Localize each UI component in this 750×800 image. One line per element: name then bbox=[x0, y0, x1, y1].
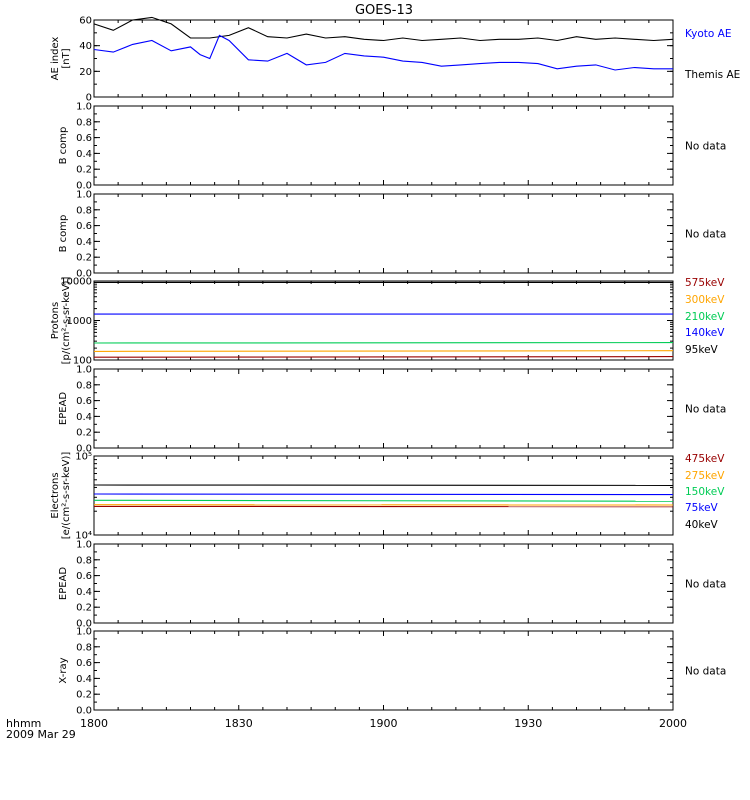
y-axis-label: [nT] bbox=[61, 48, 72, 68]
y-tick-label: 0.2 bbox=[76, 428, 92, 439]
series-line-300kev bbox=[93, 350, 674, 352]
y-tick-label: 1000 bbox=[67, 316, 92, 327]
y-tick-label: 0.6 bbox=[76, 396, 92, 407]
panel-frame bbox=[93, 368, 674, 449]
y-tick-label: 0.0 bbox=[76, 269, 92, 280]
y-axis-label: AE index bbox=[50, 37, 61, 81]
y-tick-label: 0.0 bbox=[76, 619, 92, 630]
y-tick-label: 60 bbox=[79, 16, 92, 27]
y-tick-label: 1.0 bbox=[76, 102, 92, 113]
y-tick-label: 0.0 bbox=[76, 444, 92, 455]
y-tick-label: 0.6 bbox=[76, 658, 92, 669]
panel-1: 0 20 40 60 AE index [nT] Kyoto AE Themis AE bbox=[50, 16, 740, 104]
series-line-kyoto-ae bbox=[93, 34, 673, 71]
panel-7: 0.0 0.2 0.4 0.6 0.8 1.0 EPEAD No data bbox=[58, 540, 726, 630]
no-data-label: No data bbox=[685, 404, 726, 416]
x-tick-label: 2000 bbox=[659, 717, 687, 730]
legend-40kev: 40keV bbox=[685, 519, 719, 531]
legend-themis-ae: Themis AE bbox=[684, 69, 740, 81]
y-tick-label: 0.6 bbox=[76, 571, 92, 582]
panel-2: 0.0 0.2 0.4 0.6 0.8 1.0 B comp No data bbox=[58, 102, 726, 192]
y-axis-label: EPEAD bbox=[58, 567, 69, 601]
y-tick-label: 0.6 bbox=[76, 133, 92, 144]
y-tick-label: 0.0 bbox=[76, 181, 92, 192]
date-label: 2009 Mar 29 bbox=[6, 728, 76, 741]
y-tick-label: 0.2 bbox=[76, 253, 92, 264]
no-data-label: No data bbox=[685, 579, 726, 591]
y-tick-label: 0.6 bbox=[76, 221, 92, 232]
y-tick-label: 0.8 bbox=[76, 555, 92, 566]
y-tick-label: 0.4 bbox=[76, 587, 92, 598]
legend-140kev: 140keV bbox=[685, 327, 725, 339]
y-tick-label: 0.2 bbox=[76, 165, 92, 176]
no-data-label: No data bbox=[685, 141, 726, 153]
y-tick-label: 1.0 bbox=[76, 365, 92, 376]
panel-5: 0.0 0.2 0.4 0.6 0.8 1.0 EPEAD No data bbox=[58, 365, 726, 455]
y-axis-label: X-ray bbox=[58, 657, 69, 683]
y-tick-label: 0.8 bbox=[76, 205, 92, 216]
y-tick-label: 0.4 bbox=[76, 149, 92, 160]
panel-3: 0.0 0.2 0.4 0.6 0.8 1.0 B comp No data bbox=[58, 190, 726, 280]
y-axis-label: B comp bbox=[58, 215, 69, 253]
y-tick-label: 10⁴ bbox=[75, 531, 92, 542]
series-line-themis-ae bbox=[93, 16, 674, 42]
y-tick-label: 0 bbox=[86, 93, 92, 104]
y-tick-label: 10⁵ bbox=[75, 452, 92, 463]
legend-95kev: 95keV bbox=[685, 344, 719, 356]
time-axis: 1800 1830 1900 1930 2000 bbox=[80, 717, 687, 730]
legend-475kev: 475keV bbox=[685, 453, 725, 465]
y-axis-label: EPEAD bbox=[58, 392, 69, 426]
legend-275kev: 275keV bbox=[685, 470, 725, 482]
series-line-575kev bbox=[93, 356, 674, 358]
y-tick-label: 0.2 bbox=[76, 690, 92, 701]
legend-75kev: 75keV bbox=[685, 502, 719, 514]
legend-210kev: 210keV bbox=[685, 311, 725, 323]
series-line-75kev bbox=[93, 493, 674, 496]
y-tick-label: 0.4 bbox=[76, 412, 92, 423]
y-tick-label: 0.8 bbox=[76, 642, 92, 653]
y-tick-label: 100 bbox=[73, 356, 92, 367]
y-axis-label: [e/(cm²-s-sr-keV)] bbox=[61, 452, 72, 540]
panel-frame bbox=[93, 193, 674, 274]
y-tick-label: 0.4 bbox=[76, 674, 92, 685]
time-format-label: hhmm bbox=[6, 717, 41, 730]
no-data-label: No data bbox=[685, 229, 726, 241]
y-tick-label: 1.0 bbox=[76, 190, 92, 201]
y-tick-label: 10000 bbox=[60, 277, 92, 288]
y-axis-label: Protons bbox=[50, 302, 61, 339]
y-axis-label: Electrons bbox=[50, 472, 61, 518]
legend-150kev: 150keV bbox=[685, 486, 725, 498]
x-tick-label: 1930 bbox=[514, 717, 542, 730]
panel-frame bbox=[93, 455, 674, 536]
x-tick-label: 1830 bbox=[225, 717, 253, 730]
legend-kyoto-ae: Kyoto AE bbox=[685, 28, 731, 40]
y-tick-label: 1.0 bbox=[76, 627, 92, 638]
y-tick-label: 0.8 bbox=[76, 380, 92, 391]
y-tick-label: 0.2 bbox=[76, 603, 92, 614]
legend-575kev: 575keV bbox=[685, 277, 725, 289]
panel-8: 0.0 0.2 0.4 0.6 0.8 1.0 X-ray No data bbox=[58, 627, 726, 717]
x-tick-label: 1800 bbox=[80, 717, 108, 730]
y-tick-label: 1.0 bbox=[76, 540, 92, 551]
legend-300kev: 300keV bbox=[685, 294, 725, 306]
y-tick-label: 40 bbox=[79, 41, 92, 52]
y-tick-label: 0.4 bbox=[76, 237, 92, 248]
panel-frame bbox=[93, 543, 674, 624]
panel-frame bbox=[93, 280, 674, 361]
panel-frame bbox=[93, 105, 674, 186]
panel-6: 10⁴ 10⁵ Electrons [e/(cm²-s-sr-keV)] 475keV 2… bbox=[50, 452, 725, 542]
x-tick-label: 1900 bbox=[370, 717, 398, 730]
y-tick-label: 20 bbox=[79, 67, 92, 78]
y-axis-label: B comp bbox=[58, 127, 69, 165]
panel-frame bbox=[93, 630, 674, 711]
figure-title: GOES-13 bbox=[355, 3, 413, 18]
y-axis-label: [p/(cm²-s-sr-keV)] bbox=[61, 277, 72, 365]
y-tick-label: 0.8 bbox=[76, 117, 92, 128]
series-line-150kev bbox=[93, 499, 674, 502]
no-data-label: No data bbox=[685, 666, 726, 678]
y-tick-label: 0.0 bbox=[76, 706, 92, 717]
panel-4: 100 1000 10000 Protons [p/(cm²-s-sr-keV)] 575… bbox=[50, 277, 725, 367]
